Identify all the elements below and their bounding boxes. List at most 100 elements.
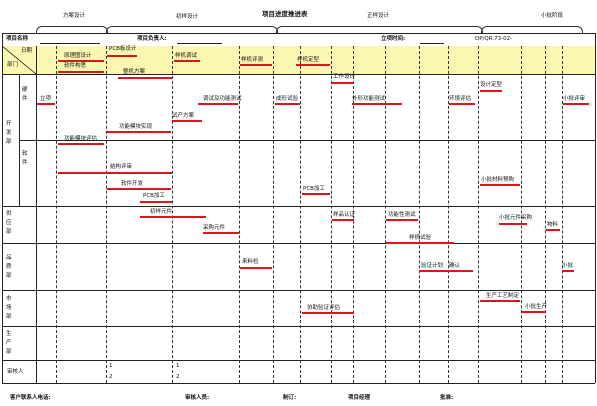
task-bar	[332, 219, 354, 221]
task-bar	[522, 311, 546, 313]
table-left-border	[2, 33, 3, 383]
task-bar	[58, 172, 172, 174]
dept-label-production: 生产部	[6, 331, 12, 355]
task-label: 协助验证评估	[307, 305, 341, 311]
task-label: 整机方案	[123, 69, 146, 75]
task-bar	[240, 267, 272, 269]
page-title: 项目进度推进表	[262, 10, 308, 18]
task-bar	[174, 60, 200, 62]
project-name-label: 项目名称	[6, 36, 29, 42]
task-label: 小批元件采购	[499, 215, 533, 221]
project-name-field[interactable]	[40, 43, 100, 44]
task-bar	[140, 201, 172, 203]
row-line-dev	[2, 206, 595, 207]
row-line-bottom	[2, 383, 595, 384]
task-label: 小批	[562, 263, 574, 269]
row-line-market	[2, 326, 595, 327]
footer-contact-label: 客户联系人电话:	[10, 395, 51, 401]
task-label: 原理图设计	[64, 53, 92, 59]
task-label: 来料检	[242, 259, 259, 265]
task-bar	[332, 82, 354, 84]
col-sep	[56, 46, 57, 383]
task-label: 样机评测	[241, 57, 264, 63]
task-bar	[107, 131, 171, 133]
task-bar	[563, 103, 589, 105]
task-bar	[480, 184, 520, 186]
task-label: 外形功能测试	[352, 96, 386, 102]
task-bar	[480, 300, 520, 302]
task-bar	[449, 103, 475, 105]
col-sep	[545, 46, 546, 383]
task-bar	[58, 60, 104, 62]
phase-brace-3	[276, 26, 483, 33]
task-bar	[37, 103, 55, 105]
task-bar	[352, 103, 402, 105]
task-bar	[118, 77, 172, 79]
task-label: 小批材料预购	[481, 177, 515, 183]
task-bar	[302, 193, 330, 195]
footer-pm-label: 项目经理	[348, 395, 371, 401]
col-sep	[448, 46, 449, 383]
task-bar	[107, 55, 137, 57]
row-line-supply	[2, 243, 595, 244]
task-bar	[140, 216, 206, 218]
task-label: 小批评审	[563, 96, 586, 102]
task-label: 生产工艺制定	[486, 293, 520, 299]
task-label: 初样元件	[150, 209, 173, 215]
row-line-production	[2, 360, 595, 361]
subdept-label-hw: 硬件	[22, 87, 28, 102]
start-time-field[interactable]	[420, 43, 444, 44]
task-label: 采购元件	[203, 225, 226, 231]
task-bar	[419, 270, 473, 272]
signature-num-1: 1	[176, 363, 180, 369]
task-bar	[562, 270, 574, 272]
task-bar	[386, 242, 454, 244]
task-bar	[107, 188, 171, 190]
task-bar	[58, 71, 104, 73]
table-right-border	[595, 33, 596, 383]
task-label: PCB加工	[303, 186, 325, 192]
task-bar	[240, 64, 272, 66]
corner-dept: 部门	[7, 62, 19, 68]
col-sep	[106, 46, 107, 383]
task-label: 验证计划	[421, 263, 444, 269]
task-bar	[58, 143, 104, 145]
dept-label-dev: 开发部	[6, 121, 12, 145]
col-sep	[521, 46, 522, 383]
task-bar	[172, 120, 202, 122]
project-lead-field[interactable]	[177, 43, 222, 44]
task-label: 成形试验	[276, 96, 299, 102]
dept-col-border	[36, 46, 37, 383]
col-sep	[385, 46, 386, 383]
col-sep	[273, 46, 274, 383]
col-sep	[478, 46, 479, 383]
phase-label-batch: 小批阶段	[541, 13, 564, 19]
task-label: 软件构思	[64, 63, 87, 69]
task-label: 设计定型	[480, 82, 503, 88]
task-label: 环境评估	[449, 96, 472, 102]
corner-date: 日期	[21, 48, 33, 54]
signature-num-2: 2	[176, 374, 180, 380]
task-label: PCB加工	[143, 193, 165, 199]
task-bar	[198, 103, 238, 105]
task-label: 物料	[547, 222, 559, 228]
phase-label-design: 方案设计	[63, 13, 86, 19]
subdept-label-sw: 软件	[22, 151, 28, 166]
dept-label-supply: 供应部	[6, 211, 12, 235]
task-label: 样机试验	[409, 235, 432, 241]
project-lead-label: 项目负责人:	[137, 36, 167, 42]
phase-label-prototype: 初样设计	[176, 14, 199, 20]
task-bar	[499, 223, 527, 225]
col-sep	[239, 46, 240, 383]
task-label: 功能性测试	[388, 212, 416, 218]
task-bar	[386, 219, 418, 221]
task-label: 调试及功能测试	[203, 96, 242, 102]
corner-diagonal	[2, 46, 36, 74]
start-time-label: 立项时间:	[381, 36, 406, 42]
task-label: 确认	[449, 263, 461, 269]
signature-label: 审核人	[7, 369, 24, 375]
date-row	[2, 46, 595, 75]
task-label: 功能模块实现	[119, 124, 153, 130]
phase-label-formal: 正样设计	[367, 13, 390, 19]
task-label: 工作设计	[333, 74, 356, 80]
